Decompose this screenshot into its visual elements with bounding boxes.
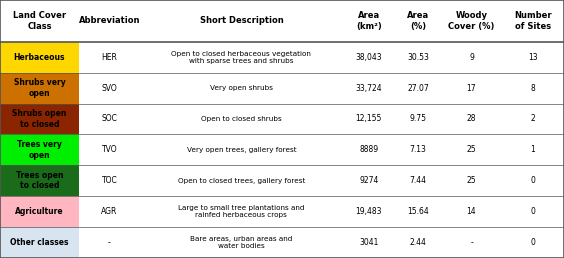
Text: 7.44: 7.44 <box>409 176 426 185</box>
Bar <box>0 0 564 42</box>
Text: Shrubs open
to closed: Shrubs open to closed <box>12 109 67 129</box>
Text: Number
of Sites: Number of Sites <box>514 11 552 30</box>
Text: Trees very
open: Trees very open <box>17 140 62 159</box>
Text: 2.44: 2.44 <box>409 238 426 247</box>
Text: 0: 0 <box>531 207 535 216</box>
Text: 19,483: 19,483 <box>356 207 382 216</box>
Text: Very open shrubs: Very open shrubs <box>210 85 273 91</box>
Text: Herbaceous: Herbaceous <box>14 53 65 62</box>
Text: AGR: AGR <box>101 207 118 216</box>
Text: 25: 25 <box>466 176 477 185</box>
Bar <box>79 227 564 258</box>
Text: 8: 8 <box>531 84 535 93</box>
Text: Open to closed shrubs: Open to closed shrubs <box>201 116 282 122</box>
Text: Bare areas, urban areas and
water bodies: Bare areas, urban areas and water bodies <box>190 236 293 249</box>
Text: Area
(%): Area (%) <box>407 11 429 30</box>
Text: Open to closed trees, gallery forest: Open to closed trees, gallery forest <box>178 178 305 184</box>
Text: Woody
Cover (%): Woody Cover (%) <box>448 11 495 30</box>
Bar <box>79 196 564 227</box>
Text: 3041: 3041 <box>359 238 378 247</box>
Bar <box>0 165 79 196</box>
Bar <box>79 134 564 165</box>
Text: Land Cover
Class: Land Cover Class <box>13 11 66 30</box>
Text: Shrubs very
open: Shrubs very open <box>14 78 65 98</box>
Text: 0: 0 <box>531 176 535 185</box>
Text: HER: HER <box>102 53 117 62</box>
Text: 30.53: 30.53 <box>407 53 429 62</box>
Bar <box>0 196 79 227</box>
Text: SOC: SOC <box>102 115 117 124</box>
Bar <box>0 42 79 72</box>
Text: Short Description: Short Description <box>200 16 283 25</box>
Text: 13: 13 <box>528 53 538 62</box>
Bar <box>79 103 564 134</box>
Text: 38,043: 38,043 <box>355 53 382 62</box>
Text: 9.75: 9.75 <box>409 115 426 124</box>
Bar <box>0 134 79 165</box>
Text: 33,724: 33,724 <box>355 84 382 93</box>
Text: 17: 17 <box>466 84 477 93</box>
Text: 15.64: 15.64 <box>407 207 429 216</box>
Text: Trees open
to closed: Trees open to closed <box>16 171 63 190</box>
Bar <box>79 72 564 103</box>
Text: 27.07: 27.07 <box>407 84 429 93</box>
Text: 2: 2 <box>531 115 535 124</box>
Text: Open to closed herbaceous vegetation
with sparse trees and shrubs: Open to closed herbaceous vegetation wit… <box>171 51 311 64</box>
Text: Abbreviation: Abbreviation <box>78 16 140 25</box>
Text: 9: 9 <box>469 53 474 62</box>
Text: Other classes: Other classes <box>10 238 69 247</box>
Text: 1: 1 <box>531 145 535 154</box>
Bar <box>79 165 564 196</box>
Text: Area
(km²): Area (km²) <box>356 11 382 30</box>
Text: TOC: TOC <box>102 176 117 185</box>
Bar <box>0 103 79 134</box>
Bar <box>79 42 564 72</box>
Text: 14: 14 <box>466 207 477 216</box>
Text: 12,155: 12,155 <box>356 115 382 124</box>
Text: 28: 28 <box>467 115 476 124</box>
Bar <box>0 72 79 103</box>
Text: -: - <box>108 238 111 247</box>
Bar <box>0 227 79 258</box>
Text: Large to small tree plantations and
rainfed herbaceous crops: Large to small tree plantations and rain… <box>178 205 305 218</box>
Text: 9274: 9274 <box>359 176 378 185</box>
Text: 0: 0 <box>531 238 535 247</box>
Text: TVO: TVO <box>102 145 117 154</box>
Text: 7.13: 7.13 <box>409 145 426 154</box>
Text: Agriculture: Agriculture <box>15 207 64 216</box>
Text: -: - <box>470 238 473 247</box>
Text: Very open trees, gallery forest: Very open trees, gallery forest <box>187 147 296 153</box>
Text: 8889: 8889 <box>359 145 378 154</box>
Text: SVO: SVO <box>102 84 117 93</box>
Text: 25: 25 <box>466 145 477 154</box>
